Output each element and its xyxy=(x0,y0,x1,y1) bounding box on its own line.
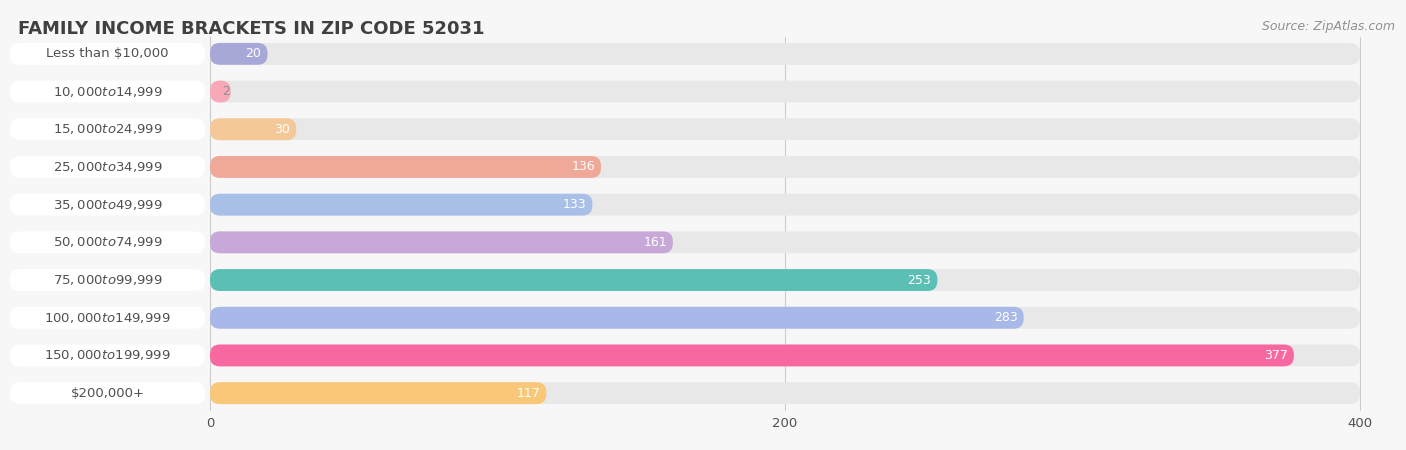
Text: 2: 2 xyxy=(222,85,229,98)
FancyBboxPatch shape xyxy=(209,43,267,65)
FancyBboxPatch shape xyxy=(209,81,1360,103)
Text: $100,000 to $149,999: $100,000 to $149,999 xyxy=(44,311,170,325)
FancyBboxPatch shape xyxy=(10,156,205,178)
FancyBboxPatch shape xyxy=(209,382,547,404)
Text: Less than $10,000: Less than $10,000 xyxy=(46,47,169,60)
FancyBboxPatch shape xyxy=(209,156,600,178)
FancyBboxPatch shape xyxy=(209,118,1360,140)
FancyBboxPatch shape xyxy=(10,382,205,404)
Text: 0: 0 xyxy=(205,417,214,430)
FancyBboxPatch shape xyxy=(209,345,1294,366)
FancyBboxPatch shape xyxy=(10,118,205,140)
FancyBboxPatch shape xyxy=(10,194,205,216)
FancyBboxPatch shape xyxy=(209,231,1360,253)
Text: $75,000 to $99,999: $75,000 to $99,999 xyxy=(52,273,162,287)
FancyBboxPatch shape xyxy=(10,307,205,328)
Text: Source: ZipAtlas.com: Source: ZipAtlas.com xyxy=(1263,20,1395,33)
FancyBboxPatch shape xyxy=(10,269,205,291)
FancyBboxPatch shape xyxy=(209,307,1360,328)
Text: 400: 400 xyxy=(1347,417,1372,430)
FancyBboxPatch shape xyxy=(10,345,205,366)
FancyBboxPatch shape xyxy=(209,307,1024,328)
Text: 377: 377 xyxy=(1264,349,1288,362)
Text: 200: 200 xyxy=(772,417,797,430)
FancyBboxPatch shape xyxy=(209,382,1360,404)
Text: 161: 161 xyxy=(644,236,666,249)
FancyBboxPatch shape xyxy=(209,194,1360,216)
Text: 133: 133 xyxy=(562,198,586,211)
FancyBboxPatch shape xyxy=(10,81,205,103)
Text: $150,000 to $199,999: $150,000 to $199,999 xyxy=(44,348,170,362)
FancyBboxPatch shape xyxy=(209,269,1360,291)
Text: 283: 283 xyxy=(994,311,1018,324)
FancyBboxPatch shape xyxy=(209,43,1360,65)
Text: $35,000 to $49,999: $35,000 to $49,999 xyxy=(52,198,162,212)
Text: 20: 20 xyxy=(246,47,262,60)
FancyBboxPatch shape xyxy=(10,231,205,253)
Text: $50,000 to $74,999: $50,000 to $74,999 xyxy=(52,235,162,249)
FancyBboxPatch shape xyxy=(209,231,673,253)
Text: $10,000 to $14,999: $10,000 to $14,999 xyxy=(52,85,162,99)
Text: $200,000+: $200,000+ xyxy=(70,387,145,400)
Text: FAMILY INCOME BRACKETS IN ZIP CODE 52031: FAMILY INCOME BRACKETS IN ZIP CODE 52031 xyxy=(18,20,485,38)
Text: 30: 30 xyxy=(274,123,290,136)
FancyBboxPatch shape xyxy=(209,81,231,103)
Text: 253: 253 xyxy=(908,274,931,287)
Text: $25,000 to $34,999: $25,000 to $34,999 xyxy=(52,160,162,174)
FancyBboxPatch shape xyxy=(209,269,938,291)
Text: 117: 117 xyxy=(516,387,540,400)
Text: 136: 136 xyxy=(571,161,595,173)
Text: $15,000 to $24,999: $15,000 to $24,999 xyxy=(52,122,162,136)
FancyBboxPatch shape xyxy=(209,345,1360,366)
FancyBboxPatch shape xyxy=(209,194,592,216)
FancyBboxPatch shape xyxy=(209,118,297,140)
FancyBboxPatch shape xyxy=(209,156,1360,178)
FancyBboxPatch shape xyxy=(10,43,205,65)
